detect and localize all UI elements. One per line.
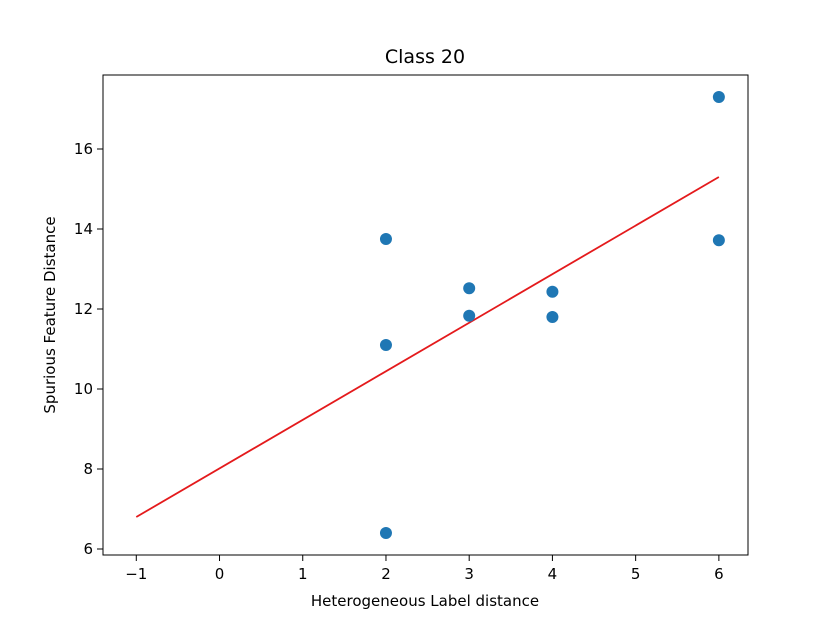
data-point — [379, 527, 392, 539]
chart-title: Class 20 — [385, 46, 465, 68]
x-tick-label: 1 — [298, 565, 308, 583]
data-point — [463, 309, 476, 322]
axes-frame — [102, 74, 749, 556]
data-point — [379, 339, 392, 351]
x-axis-label: Heterogeneous Label distance — [311, 592, 539, 610]
x-tick-label: 2 — [381, 565, 391, 583]
y-tick-label: 14 — [74, 220, 93, 238]
y-tick-label: 16 — [74, 140, 93, 158]
data-point — [712, 234, 725, 247]
y-tick-label: 12 — [74, 300, 93, 318]
y-tick-label: 8 — [83, 460, 93, 478]
data-point — [463, 282, 476, 295]
x-tick-label: 4 — [548, 565, 558, 583]
y-axis-label: Spurious Feature Distance — [41, 216, 59, 413]
y-tick-label: 10 — [74, 380, 93, 398]
x-tick-label: −1 — [125, 565, 147, 583]
fit-line — [135, 176, 720, 518]
x-tick-label: 3 — [464, 565, 474, 583]
x-tick-label: 5 — [631, 565, 641, 583]
data-point — [546, 285, 559, 298]
x-tick-label: 0 — [215, 565, 225, 583]
y-tick-label: 6 — [83, 540, 93, 558]
data-point — [379, 233, 392, 245]
data-point — [546, 311, 559, 323]
data-point — [712, 91, 725, 103]
x-tick-label: 6 — [714, 565, 724, 583]
